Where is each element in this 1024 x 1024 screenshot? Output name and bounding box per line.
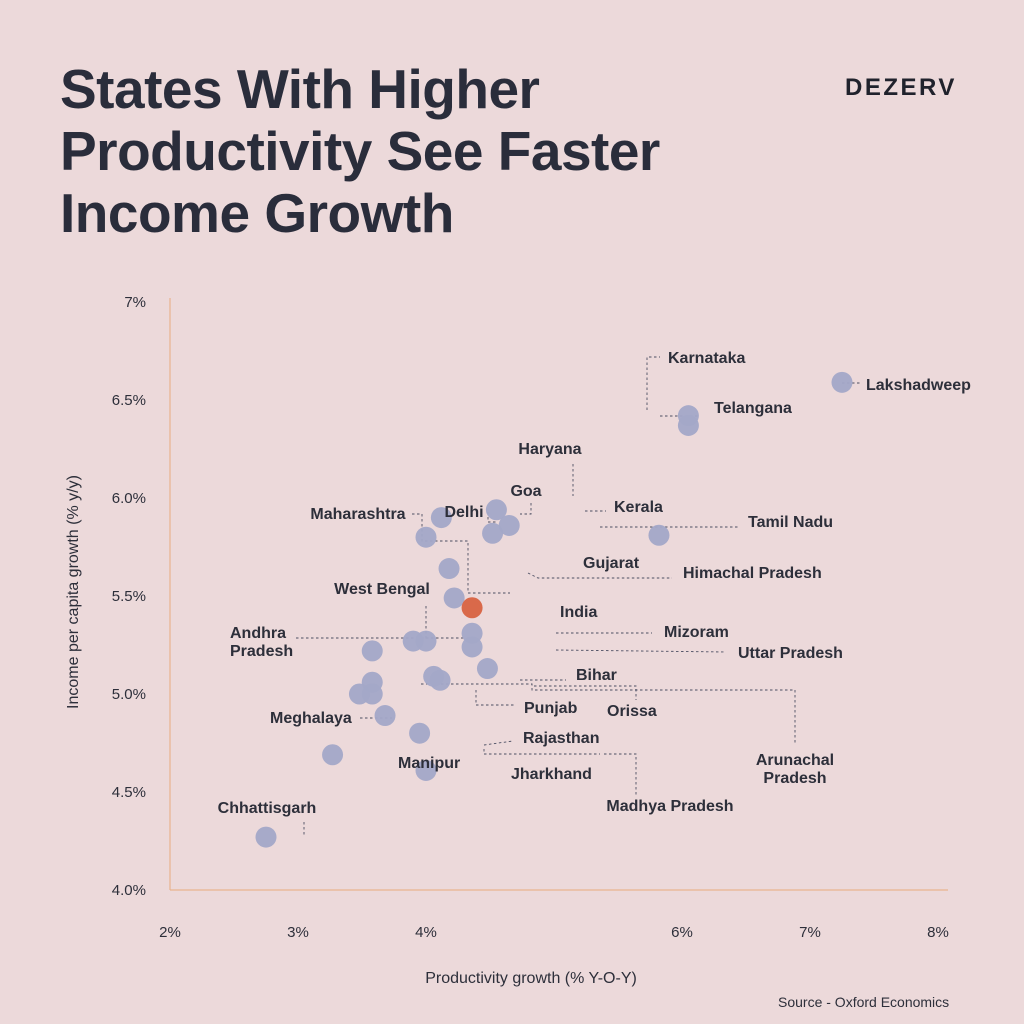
data-point-meghalaya [374,705,396,727]
x-tick-label: 3% [287,924,309,941]
data-point-himachal-pradesh [443,587,465,609]
source-note: Source - Oxford Economics [778,994,950,1010]
point-label-orissa: Orissa [607,703,657,720]
leader-line [527,572,672,579]
leader-line [412,513,510,594]
data-point-west-bengal [361,640,383,662]
point-label-punjab: Punjab [524,700,578,717]
x-tick-label: 2% [159,924,181,941]
data-point-jharkhand [415,759,437,781]
leader-line [421,683,796,745]
point-label-andhra-pradesh: Andhra [230,625,286,642]
y-tick-label: 6.0% [112,490,146,507]
axes: 4.0% 4.5% 5.0% 5.5% 6.0% 6.5% 7% 2% 3% 4% 6% 7% 8% [112,294,949,941]
data-point-lakshadweep [831,371,853,393]
data-point-manipur [322,744,344,766]
y-tick-label: 6.5% [112,392,146,409]
data-point-bihar [476,658,498,680]
leader-line [475,690,514,706]
point-label-karnataka: Karnataka [668,350,745,367]
x-tick-label: 4% [415,924,437,941]
point-labels: Lakshadweep Karnataka Telangana Haryana Kera… [218,350,971,817]
y-tick-label: 5.5% [112,588,146,605]
data-point-tamil-nadu [482,522,504,544]
brand-logo: DEZERV [845,74,957,101]
x-axis-label: Productivity growth (% Y-O-Y) [425,970,637,987]
leader-lines [296,356,860,835]
data-point-maharashtra [438,558,460,580]
leader-line [646,356,660,410]
point-label-madhya-pradesh: Madhya Pradesh [606,798,733,815]
point-label-kerala: Kerala [614,499,663,516]
point-label-telangana: Telangana [714,400,792,417]
data-point-rajasthan [409,722,431,744]
point-label-goa: Goa [510,483,541,500]
point-label-chhattisgarh: Chhattisgarh [218,800,317,817]
point-label-himachal-pradesh: Himachal Pradesh [683,565,822,582]
x-tick-label: 7% [799,924,821,941]
data-point-kerala [498,514,520,536]
y-tick-label: 4.0% [112,882,146,899]
point-label-bihar: Bihar [576,667,617,684]
data-point-goa [430,507,452,529]
point-label-jharkhand: Jharkhand [511,766,592,783]
point-label-arunachal-pradesh: Pradesh [763,770,826,787]
point-label-haryana: Haryana [518,441,581,458]
data-point-india [461,597,483,619]
y-tick-label: 4.5% [112,784,146,801]
point-label-west-bengal: West Bengal [334,581,430,598]
data-points [255,371,853,848]
data-point-chhattisgarh [255,826,277,848]
data-point [348,683,370,705]
leader-line [483,740,514,746]
data-point-telangana [677,414,699,436]
data-point [415,630,437,652]
y-tick-label: 5.0% [112,686,146,703]
leader-line [520,503,532,515]
leader-line [534,685,637,700]
data-point-delhi [415,526,437,548]
y-axis-label: Income per capita growth (% y/y) [65,475,82,709]
point-label-lakshadweep: Lakshadweep [866,377,971,394]
leader-line [483,749,600,755]
data-point-haryana [485,499,507,521]
data-point-gujarat [648,524,670,546]
point-label-mizoram: Mizoram [664,624,729,641]
x-tick-label: 8% [927,924,949,941]
leader-line [555,649,727,653]
point-label-rajasthan: Rajasthan [523,730,599,747]
point-label-arunachal-pradesh: Arunachal [756,752,834,769]
point-label-meghalaya: Meghalaya [270,710,352,727]
chart-title: States With Higher Productivity See Fast… [60,58,660,244]
leader-line [604,753,637,795]
point-label-india: India [560,604,597,621]
point-label-andhra-pradesh: Pradesh [230,643,293,660]
point-label-tamil-nadu: Tamil Nadu [748,514,833,531]
data-point-uttar-pradesh [461,636,483,658]
point-label-uttar-pradesh: Uttar Pradesh [738,645,843,662]
point-label-delhi: Delhi [444,504,483,521]
x-tick-label: 6% [671,924,693,941]
y-tick-label: 7% [124,294,146,311]
data-point-arunachal-pradesh [429,669,451,691]
leader-line [487,512,498,523]
point-label-gujarat: Gujarat [583,555,640,572]
point-label-manipur: Manipur [398,755,460,772]
point-label-maharashtra: Maharashtra [310,506,405,523]
